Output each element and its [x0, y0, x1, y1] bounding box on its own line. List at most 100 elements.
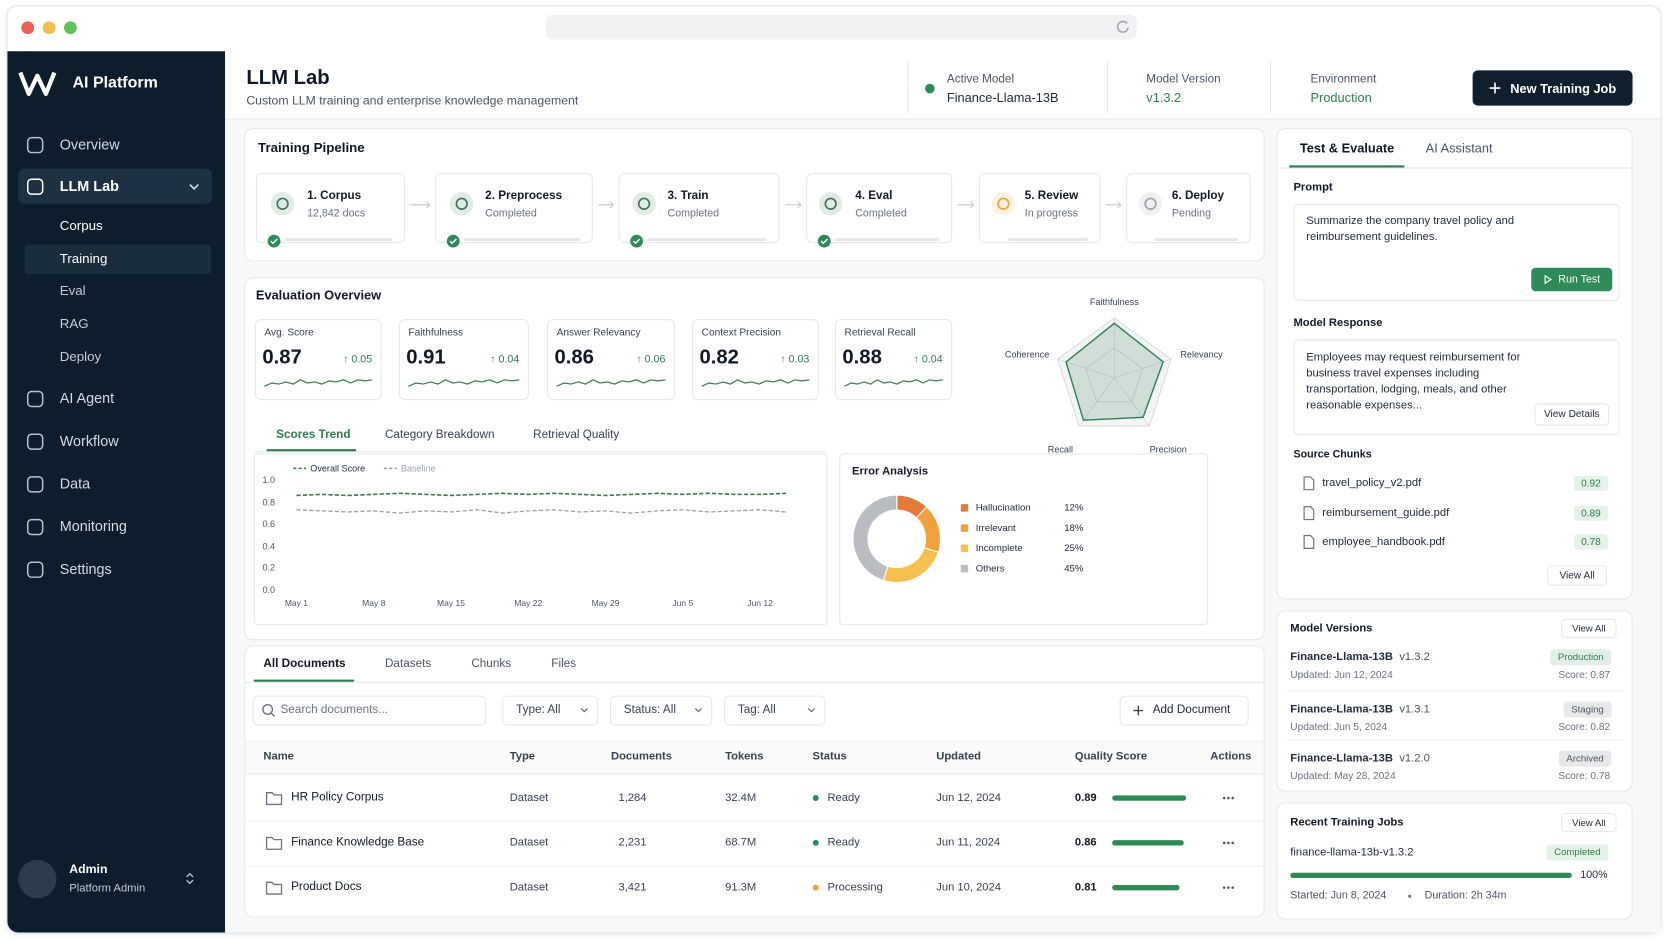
y-tick-label: 0.4 [262, 540, 276, 552]
brand-name: AI Platform [72, 73, 158, 92]
legend-value: 18% [1064, 522, 1084, 534]
tab[interactable]: Scores Trend [276, 428, 351, 442]
chunk-name: employee_handbook.pdf [1322, 535, 1445, 549]
score: Score: 0.82 [1558, 721, 1611, 734]
column-header: Status [812, 749, 847, 763]
tab[interactable]: Category Breakdown [384, 428, 495, 442]
tab[interactable]: AI Assistant [1425, 140, 1493, 156]
add-document-button[interactable] [1119, 695, 1249, 726]
cell: Finance Knowledge Base [291, 835, 425, 849]
metric-delta: ↑ 0.03 [780, 354, 810, 366]
updated: Updated: Jun 5, 2024 [1290, 721, 1388, 734]
cell: 1,284 [618, 791, 647, 805]
divider [1285, 739, 1623, 741]
tab[interactable]: All Documents [263, 657, 346, 671]
user-role: Platform Admin [69, 882, 146, 895]
cell: 0.81 [1074, 880, 1097, 894]
row-divider [245, 820, 1264, 822]
legend-label: Others [975, 562, 1005, 574]
subnav-active [24, 244, 212, 275]
tab[interactable]: Datasets [384, 657, 432, 671]
chunk-score: 0.78 [1573, 534, 1609, 550]
model-name: Finance-Llama-13B [1290, 650, 1393, 664]
tab[interactable]: Files [551, 657, 577, 671]
x-tick-label: Jun 5 [672, 598, 694, 609]
progress-label: 100% [1580, 869, 1608, 882]
divider [1285, 690, 1623, 692]
run-test-button[interactable]: Run Test [1531, 267, 1613, 292]
stat-label: Model Version [1146, 72, 1221, 86]
step-detail: 12,842 docs [307, 208, 366, 220]
nav-item[interactable]: LLM Lab [59, 178, 119, 195]
chunk-name: reimbursement_guide.pdf [1322, 506, 1450, 520]
nav-item[interactable]: Settings [59, 561, 112, 578]
tab[interactable]: Retrieval Quality [533, 428, 620, 442]
legend-label: Overall Score [310, 462, 366, 474]
radar-label: Recall [1047, 443, 1073, 454]
cell: Dataset [509, 836, 549, 849]
card-title: Evaluation Overview [255, 287, 382, 303]
page-subtitle: Custom LLM training and enterprise knowl… [246, 95, 579, 108]
step-name: 2. Preprocess [485, 189, 563, 203]
page-title: LLM Lab [246, 66, 330, 90]
legend-label: Irrelevant [975, 522, 1016, 534]
job-name: finance-llama-13b-v1.3.2 [1290, 845, 1414, 859]
nav-item[interactable]: Overview [59, 136, 120, 153]
chunk-score: 0.92 [1573, 475, 1609, 491]
x-tick-label: May 22 [514, 598, 543, 609]
model-version: v1.3.1 [1399, 702, 1430, 716]
legend-value: 12% [1064, 502, 1084, 513]
tab-border [1277, 167, 1632, 169]
search-input[interactable] [252, 695, 487, 726]
header-bar [224, 51, 1661, 120]
stat-value: Production [1310, 90, 1372, 106]
legend-value: 45% [1064, 562, 1084, 574]
step-detail: Completed [855, 208, 907, 220]
metric-label: Faithfulness [408, 326, 464, 339]
subnav-item[interactable]: Corpus [59, 218, 103, 234]
nav-item[interactable]: Data [59, 475, 91, 492]
new-training-job-button[interactable]: New Training Job [1472, 70, 1633, 106]
column-header: Tokens [725, 749, 764, 763]
view-details-button[interactable]: View Details [1534, 403, 1610, 426]
tab[interactable]: Chunks [471, 657, 512, 671]
nav-item[interactable]: AI Agent [59, 390, 115, 407]
prompt-text: Summarize the company travel policy and … [1306, 214, 1515, 244]
stat-label: Environment [1310, 72, 1377, 86]
header-divider [907, 61, 909, 114]
radar-label: Faithfulness [1089, 296, 1139, 308]
view-all-button[interactable]: View All [1547, 565, 1607, 586]
cell: 3,421 [618, 880, 647, 894]
version-badge: Staging [1563, 701, 1612, 718]
cell: Product Docs [291, 880, 362, 894]
column-header: Quality Score [1074, 749, 1148, 763]
model-name: Finance-Llama-13B [1290, 751, 1393, 765]
subnav-item[interactable]: Eval [59, 283, 86, 299]
subnav-item[interactable]: Deploy [59, 349, 102, 365]
subnav-item[interactable]: RAG [59, 316, 89, 332]
radar-label: Precision [1149, 443, 1187, 454]
tab-border [253, 451, 828, 453]
cell: Ready [827, 791, 860, 805]
subnav-item[interactable]: Training [59, 251, 108, 267]
metric-delta: ↑ 0.05 [343, 354, 373, 366]
url-bar [545, 14, 1137, 40]
step-name: 5. Review [1024, 189, 1079, 203]
metric-label: Context Precision [701, 326, 782, 339]
metric-label: Answer Relevancy [556, 326, 641, 339]
updated: Updated: Jun 12, 2024 [1290, 669, 1393, 682]
documents-card [244, 645, 1265, 918]
metric-label: Avg. Score [264, 326, 314, 339]
nav-item[interactable]: Monitoring [59, 518, 127, 535]
metric-value: 0.87 [262, 346, 302, 369]
view-all-button[interactable]: View All [1561, 812, 1617, 833]
tab[interactable]: Test & Evaluate [1299, 140, 1395, 156]
view-all-button[interactable]: View All [1561, 618, 1617, 639]
nav-item[interactable]: Workflow [59, 433, 119, 450]
updated: Updated: May 28, 2024 [1290, 770, 1396, 783]
x-tick-label: May 8 [362, 598, 386, 609]
tab-border [245, 681, 1264, 683]
cell: Processing [827, 880, 883, 894]
stat-value: Finance-Llama-13B [946, 90, 1059, 106]
legend-label: Baseline [400, 462, 436, 474]
